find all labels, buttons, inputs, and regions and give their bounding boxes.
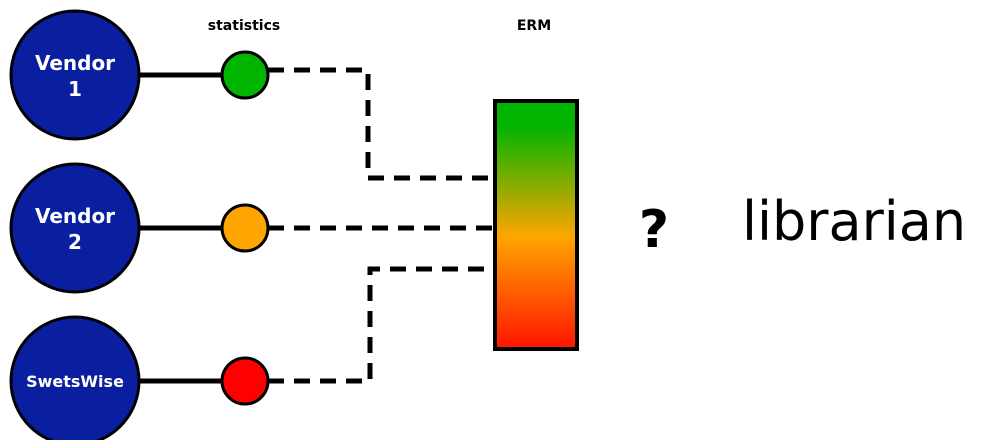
vendor2-label-line2: 2 — [68, 230, 82, 254]
vendor1-label-line2: 1 — [68, 77, 82, 101]
vendor2-label-line1: Vendor — [35, 204, 115, 228]
stat-circle-orange — [220, 203, 270, 253]
vendor-node-1: Vendor 1 — [9, 9, 141, 141]
stat-circle-red — [220, 356, 270, 406]
vendor1-circle — [9, 9, 141, 141]
swetswise-circle — [9, 315, 141, 440]
vendor-node-2: Vendor 2 — [9, 162, 141, 294]
dashed-path-swetswise — [268, 266, 494, 384]
dashed-path-vendor1 — [268, 67, 494, 181]
swetswise-label: SwetsWise — [26, 372, 124, 391]
vendor-node-swetswise: SwetsWise — [9, 315, 141, 440]
vendor1-label-line1: Vendor — [35, 51, 115, 75]
vendor2-circle — [9, 162, 141, 294]
erm-gradient-bar — [493, 99, 579, 351]
question-mark: ? — [639, 200, 669, 260]
statistics-header: statistics — [208, 18, 280, 34]
librarian-label: librarian — [742, 190, 966, 253]
stat-circle-green — [220, 50, 270, 100]
erm-header: ERM — [517, 18, 551, 34]
